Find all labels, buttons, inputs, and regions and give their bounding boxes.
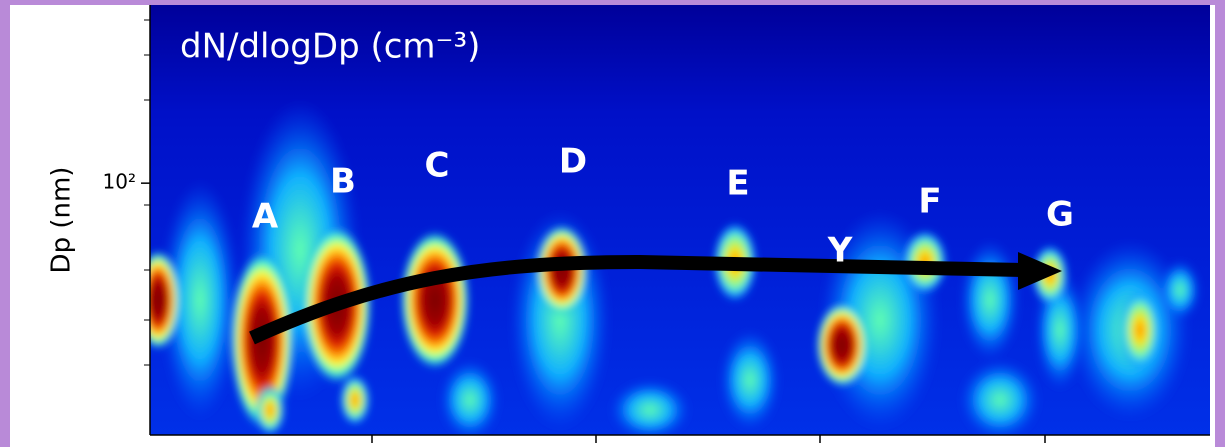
arrow-head (1018, 252, 1062, 290)
annotation: Y (827, 231, 853, 271)
blob (340, 375, 370, 425)
blob (960, 240, 1020, 360)
y-minor-ticks (144, 19, 150, 366)
blob (720, 330, 780, 430)
blob (255, 385, 285, 435)
blob (816, 303, 868, 387)
annotation: F (918, 182, 941, 222)
annotation: A (252, 197, 279, 237)
x-ticks (371, 435, 1046, 443)
chart-title: dN/dlogDp (cm⁻³) (180, 27, 480, 67)
annotation: G (1046, 195, 1074, 235)
blob (960, 360, 1040, 435)
arrow (249, 254, 1023, 345)
annotation: E (726, 164, 749, 204)
blob (400, 230, 470, 370)
annotation: C (425, 146, 450, 186)
y-axis-label: Dp (nm) (47, 167, 77, 274)
blob (610, 380, 690, 435)
y-tick-label: 10² (103, 170, 136, 194)
blob (1120, 290, 1160, 370)
blob (1160, 260, 1200, 320)
annotation: D (559, 142, 587, 182)
blob (150, 250, 180, 350)
annotation: B (330, 162, 356, 202)
blob (440, 360, 500, 435)
blob (160, 180, 240, 420)
heatmap (150, 5, 1210, 435)
